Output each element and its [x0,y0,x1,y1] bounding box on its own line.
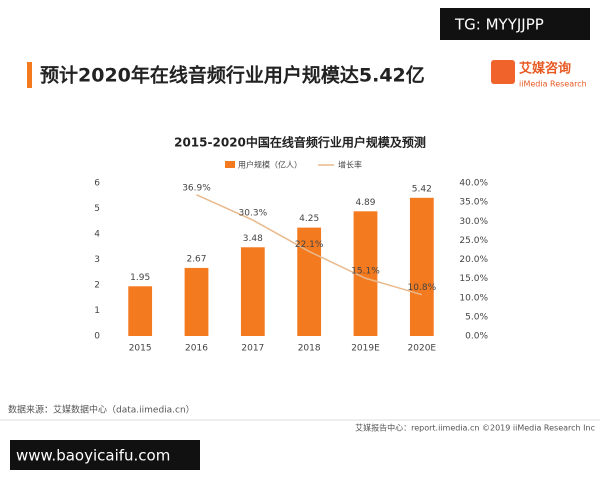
y2-tick-label: 30.0% [459,217,488,227]
y2-tick-label: 15.0% [459,274,488,284]
line [196,194,423,296]
credit: 艾媒报告中心：report.iimedia.cn ©2019 iiMedia R… [355,423,595,433]
watermark-text: www.baoyicaifu.com [16,447,170,465]
y2-tick-label: 40.0% [459,179,488,189]
watermark-text: TG: MYYJJPP [454,16,544,34]
legend-swatch [225,161,235,168]
data-label: 1.95 [130,273,150,283]
data-label: 4.89 [355,198,375,208]
data-label: 4.25 [299,214,319,224]
y-tick-label: 6 [94,179,100,189]
y-tick-label: 4 [94,230,100,240]
bar [240,247,265,336]
legend-label: 用户规模（亿人） [238,160,302,170]
x-tick-label: 2016 [185,344,208,354]
chart-title: 2015-2020中国在线音频行业用户规模及预测 [174,135,426,150]
y2-tick-label: 35.0% [459,198,488,208]
data-label: 22.1% [295,240,324,250]
y2-tick-label: 25.0% [459,236,488,246]
logo-sub: iiMedia Research [519,80,587,89]
legend-label: 增长率 [338,160,362,170]
y-tick-label: 1 [94,306,100,316]
y2-tick-label: 0.0% [465,332,488,342]
data-label: 3.48 [243,234,263,244]
page-title: 预计2020年在线音频行业用户规模达5.42亿 [40,64,425,87]
x-tick-label: 2015 [129,344,152,354]
data-label: 10.8% [408,283,437,293]
x-tick-label: 2020E [408,344,437,354]
bar [353,211,378,336]
y-tick-label: 3 [94,255,100,265]
y2-tick-label: 5.0% [465,312,488,322]
watermark-box [440,8,590,40]
bar [184,267,209,336]
y-tick-label: 2 [94,281,100,291]
logo-name: 艾媒咨询 [519,61,571,77]
data-label: 36.9% [182,183,211,193]
y2-tick-label: 10.0% [459,293,488,303]
bar [128,286,153,336]
x-tick-label: 2019E [351,344,380,354]
bar [409,197,434,336]
data-label: 15.1% [351,267,380,277]
data-label: 5.42 [412,184,432,194]
watermark-box [10,440,200,470]
source: 数据来源：艾媒数据中心（data.iimedia.cn） [8,404,195,416]
y-tick-label: 5 [94,204,100,214]
data-label: 2.67 [186,254,206,264]
x-tick-label: 2018 [298,344,321,354]
x-tick-label: 2017 [241,344,264,354]
y2-tick-label: 20.0% [459,255,488,265]
data-label: 30.3% [239,209,268,219]
y-tick-label: 0 [94,332,100,342]
title-accent [27,62,32,88]
logo-icon [491,60,515,84]
